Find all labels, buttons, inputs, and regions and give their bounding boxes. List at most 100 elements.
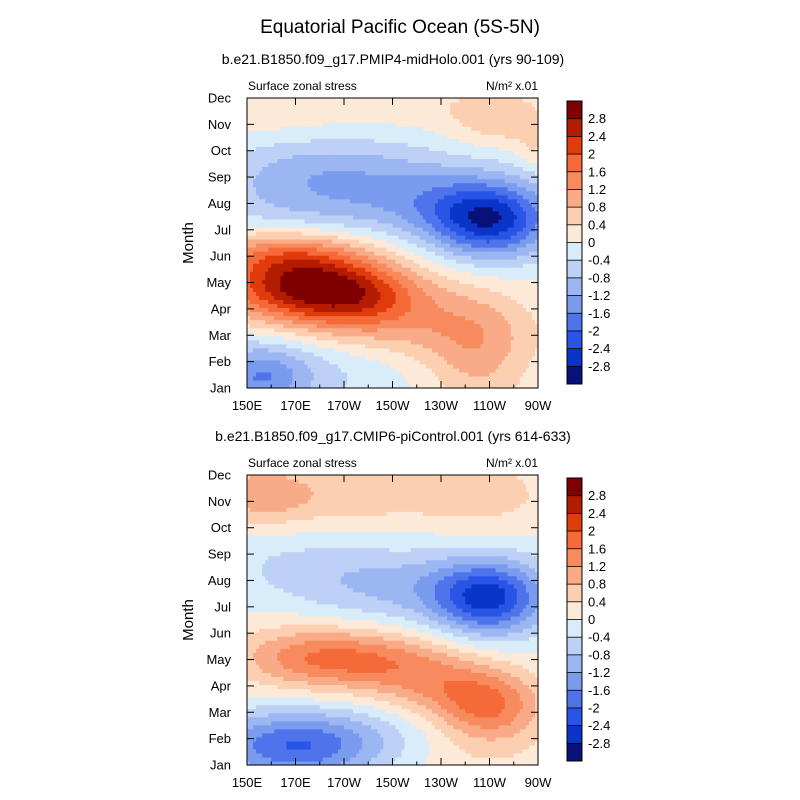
contour-cell (268, 323, 272, 329)
contour-cell (337, 247, 342, 252)
contour-cell (431, 319, 436, 325)
contour-cell (298, 343, 303, 349)
contour-cell (489, 238, 494, 244)
contour-cell (256, 315, 260, 321)
contour-cell (474, 259, 478, 264)
contour-cell (513, 295, 518, 300)
contour-cell (350, 331, 354, 337)
contour-cell (413, 383, 418, 389)
contour-cell (468, 363, 472, 369)
contour-cell (325, 375, 330, 381)
contour-cell (447, 319, 451, 325)
contour-cell (271, 339, 275, 345)
contour-cell (483, 259, 488, 264)
contour-cell (507, 259, 512, 264)
contour-cell (441, 339, 445, 345)
contour-cell (534, 311, 539, 317)
contour-cell (283, 243, 288, 248)
contour-cell (386, 251, 391, 256)
contour-cell (271, 351, 275, 357)
contour-cell (450, 355, 454, 361)
contour-cell (362, 238, 366, 244)
contour-cell (422, 319, 427, 325)
contour-cell (428, 234, 433, 240)
contour-cell (362, 226, 366, 232)
contour-cell (525, 311, 530, 317)
contour-cell (425, 238, 430, 244)
contour-cell (253, 331, 257, 337)
contour-cell (413, 315, 418, 321)
contour-cell (289, 267, 294, 272)
contour-cell (377, 279, 381, 284)
contour-cell (334, 359, 339, 365)
contour-cell (259, 226, 263, 232)
contour-cell (447, 347, 451, 353)
contour-cell (480, 375, 485, 381)
contour-cell (389, 355, 394, 361)
contour-cell (422, 303, 427, 309)
contour-cell (331, 315, 336, 321)
contour-cell (295, 287, 300, 292)
contour-cell (301, 355, 306, 361)
contour-cell (398, 347, 403, 353)
contour-cell (422, 251, 427, 256)
contour-cell (386, 230, 391, 236)
contour-cell (504, 371, 509, 377)
contour-cell (504, 363, 509, 369)
contour-cell (271, 279, 275, 284)
contour-cell (289, 234, 294, 240)
contour-cell (289, 255, 294, 260)
contour-cell (462, 355, 466, 361)
contour-cell (428, 275, 433, 280)
contour-cell (292, 319, 297, 325)
contour-cell (495, 339, 500, 345)
contour-cell (474, 230, 478, 236)
contour-cell (510, 307, 515, 313)
contour-cell (453, 375, 457, 381)
contour-cell (304, 255, 309, 260)
contour-cell (253, 299, 257, 305)
contour-cell (462, 275, 466, 280)
contour-cell (365, 234, 369, 240)
contour-cell (262, 367, 266, 373)
contour-cell (268, 279, 272, 284)
contour-cell (498, 263, 503, 268)
contour-cell (331, 279, 336, 284)
contour-cell (410, 238, 415, 244)
contour-cell (459, 230, 463, 236)
contour-cell (516, 255, 521, 260)
contour-cell (510, 339, 515, 345)
contour-cell (353, 323, 357, 329)
contour-cell (334, 311, 339, 317)
contour-cell (277, 299, 281, 305)
contour-cell (265, 339, 269, 345)
contour-cell (334, 226, 339, 232)
contour-cell (477, 267, 482, 272)
contour-cell (265, 226, 269, 232)
contour-cell (434, 283, 439, 288)
contour-cell (286, 251, 291, 256)
contour-cell (465, 339, 469, 345)
contour-cell (295, 355, 300, 361)
contour-cell (525, 279, 530, 284)
contour-cell (292, 279, 297, 284)
contour-cell (377, 319, 381, 325)
contour-cell (304, 238, 309, 244)
contour-cell (344, 351, 348, 357)
contour-cell (340, 279, 345, 284)
contour-cell (356, 363, 360, 369)
contour-cell (289, 263, 294, 268)
contour-cell (374, 295, 378, 300)
contour-cell (350, 303, 354, 309)
contour-cell (407, 319, 412, 325)
contour-cell (471, 307, 475, 313)
contour-cell (386, 267, 391, 272)
contour-cell (383, 351, 388, 357)
contour-cell (313, 363, 318, 369)
contour-cell (459, 275, 463, 280)
contour-cell (356, 323, 360, 329)
contour-cell (283, 299, 288, 305)
contour-cell (398, 331, 403, 337)
contour-cell (289, 251, 294, 256)
contour-cell (274, 243, 278, 248)
